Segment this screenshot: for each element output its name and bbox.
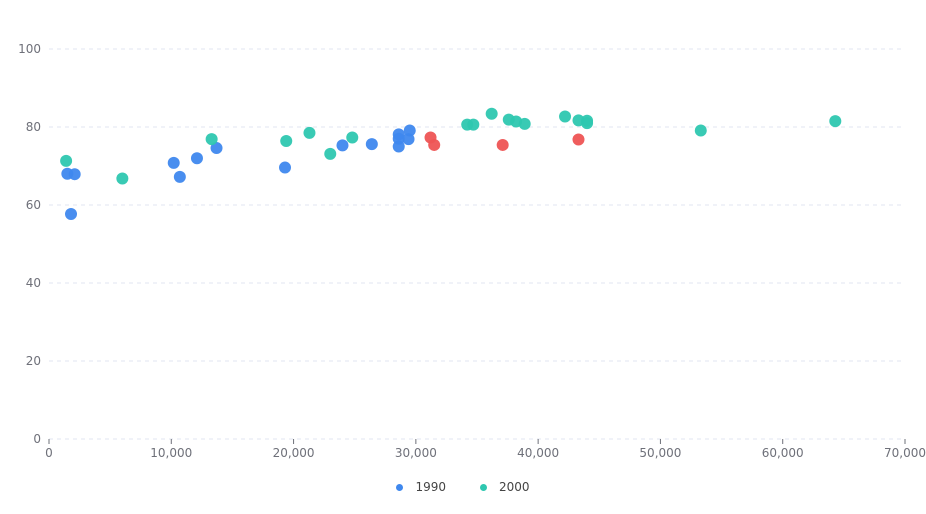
data-points	[60, 107, 842, 220]
y-tick-label: 80	[26, 120, 41, 134]
y-tick-label: 0	[33, 432, 41, 446]
data-point-2000[interactable]	[205, 133, 218, 146]
data-point-2000[interactable]	[280, 135, 293, 148]
data-point-2000[interactable]	[559, 110, 572, 123]
x-tick-label: 70,000	[884, 446, 926, 460]
x-tick-label: 0	[45, 446, 53, 460]
x-tick-label: 40,000	[517, 446, 559, 460]
y-tick-label: 40	[26, 276, 41, 290]
y-tick-label: 60	[26, 198, 41, 212]
y-tick-label: 20	[26, 354, 41, 368]
data-point-1990-highlight[interactable]	[496, 138, 509, 151]
legend-label-2000: 2000	[499, 480, 530, 494]
data-point-1990[interactable]	[210, 142, 223, 155]
data-point-2000[interactable]	[60, 154, 73, 167]
x-tick-label: 30,000	[395, 446, 437, 460]
x-tick-label: 20,000	[273, 446, 315, 460]
data-point-2000[interactable]	[116, 172, 129, 185]
legend-item-1990[interactable]: 1990	[396, 480, 446, 494]
data-point-1990[interactable]	[167, 156, 180, 169]
data-point-2000[interactable]	[485, 107, 498, 120]
data-point-2000[interactable]	[346, 131, 359, 144]
legend-item-2000[interactable]: 2000	[480, 480, 530, 494]
data-point-2000[interactable]	[829, 115, 842, 128]
x-tick-label: 60,000	[762, 446, 804, 460]
x-tick-label: 50,000	[639, 446, 681, 460]
data-point-2000[interactable]	[694, 124, 707, 137]
data-point-1990[interactable]	[279, 161, 292, 174]
data-point-1990[interactable]	[403, 124, 416, 137]
data-point-2000[interactable]	[518, 117, 531, 130]
x-tick-label: 10,000	[150, 446, 192, 460]
data-point-1990[interactable]	[392, 140, 405, 153]
data-point-1990-highlight[interactable]	[572, 133, 585, 146]
legend-marker-2000	[480, 483, 487, 491]
data-point-2000[interactable]	[303, 126, 316, 139]
data-point-1990-highlight[interactable]	[428, 138, 441, 151]
data-point-1990[interactable]	[68, 168, 81, 181]
data-point-1990[interactable]	[365, 138, 378, 151]
data-point-1990[interactable]	[336, 139, 349, 152]
data-point-1990[interactable]	[173, 170, 186, 183]
legend-label-1990: 1990	[415, 480, 446, 494]
legend[interactable]: 1990 2000	[0, 480, 926, 494]
data-point-2000[interactable]	[324, 147, 337, 160]
data-point-1990[interactable]	[65, 207, 78, 220]
gridlines	[49, 48, 905, 362]
axes: 0 20 40 60 80 100 0 10,000 20,000 30,000 40,000 50,…	[18, 42, 926, 460]
y-tick-label: 100	[18, 42, 41, 56]
data-point-2000[interactable]	[581, 117, 594, 130]
data-point-2000[interactable]	[467, 118, 480, 131]
legend-marker-1990	[396, 483, 404, 491]
data-point-1990[interactable]	[190, 152, 203, 165]
